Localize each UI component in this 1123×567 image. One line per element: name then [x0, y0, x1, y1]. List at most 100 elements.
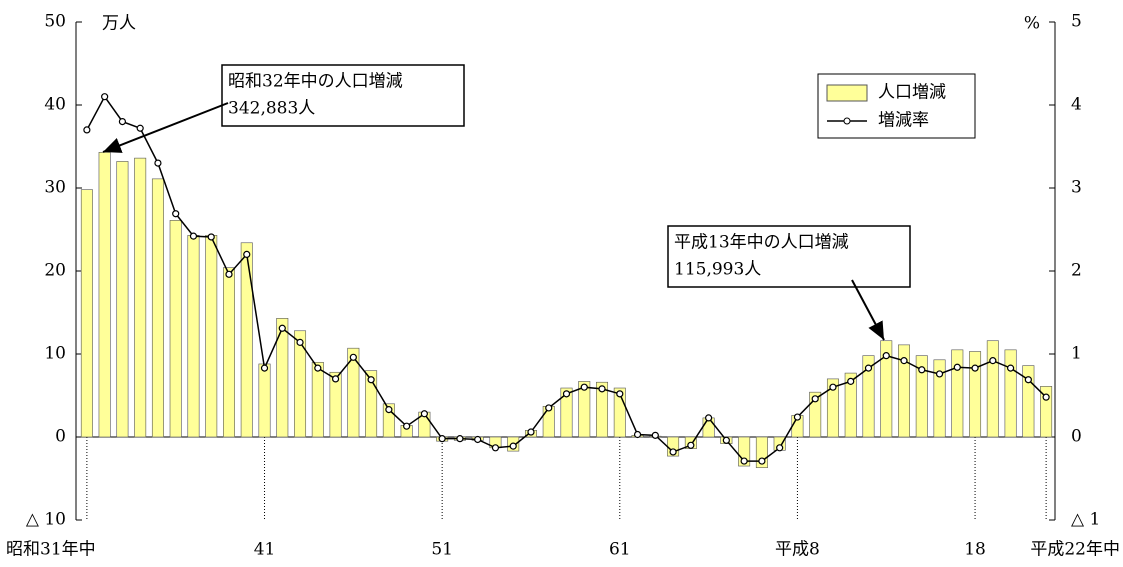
annotation-text: 115,993人	[674, 260, 761, 280]
line-marker	[918, 366, 926, 374]
line-marker	[207, 233, 215, 241]
bar	[347, 347, 360, 438]
bar	[915, 355, 928, 438]
line-marker	[545, 404, 553, 412]
legend-label: 人口増減	[878, 83, 946, 103]
bar	[205, 235, 218, 438]
x-tick-label: 18	[964, 540, 986, 560]
line-marker	[189, 232, 198, 240]
line-marker	[296, 338, 304, 346]
x-tick-label: 61	[609, 540, 631, 560]
line-marker	[616, 390, 624, 398]
line-marker	[562, 390, 571, 398]
line-marker	[136, 124, 144, 132]
y2-tick-label: 5	[1071, 12, 1082, 32]
bar	[382, 403, 395, 438]
line-marker	[740, 457, 748, 465]
x-tick-label: 昭和31年中	[6, 540, 96, 560]
y2-unit: %	[1024, 14, 1040, 34]
bar	[596, 381, 609, 438]
line-marker	[420, 410, 428, 418]
y2-tick-label: 1	[1071, 344, 1082, 364]
annotation-text: 昭和32年中の人口増減	[228, 72, 403, 92]
line-marker	[385, 406, 393, 414]
line-marker	[438, 435, 446, 443]
bar	[898, 344, 910, 438]
annotation-text: 342,883人	[228, 99, 315, 119]
line-marker	[1024, 376, 1032, 384]
line-marker	[243, 250, 251, 258]
line-marker	[225, 270, 233, 278]
line-marker	[811, 395, 819, 403]
bar	[862, 355, 875, 438]
y-tick-label: 50	[44, 12, 66, 32]
line-marker	[758, 457, 766, 465]
line-marker	[847, 377, 855, 385]
y-tick-label: 30	[44, 178, 66, 198]
line-marker	[971, 364, 979, 372]
bar	[1040, 386, 1053, 438]
line-marker	[633, 430, 642, 439]
line-marker	[349, 353, 357, 361]
line-marker	[83, 126, 91, 134]
line-marker	[474, 435, 482, 444]
legend-marker	[843, 117, 851, 125]
line-marker	[864, 364, 873, 372]
bar	[223, 267, 235, 438]
line-marker	[1042, 393, 1050, 401]
line-marker	[118, 117, 127, 126]
y2-tick-label: 0	[1071, 427, 1082, 447]
legend-label: 増減率	[878, 111, 929, 131]
line-marker	[278, 324, 286, 332]
y-tick-label: △ 10	[26, 510, 66, 530]
bar	[116, 161, 129, 438]
annotation-text: 平成13年中の人口増減	[674, 233, 849, 253]
bar	[755, 436, 768, 469]
line-marker	[314, 364, 322, 372]
line-marker	[331, 375, 340, 383]
bar	[80, 189, 93, 438]
legend-swatch	[826, 84, 868, 102]
bar	[134, 157, 147, 438]
line-marker	[989, 357, 997, 365]
bar	[151, 178, 164, 438]
bar	[933, 359, 946, 438]
x-tick-label: 平成8	[775, 540, 820, 560]
y-tick-label: 10	[44, 344, 66, 364]
line-marker	[705, 414, 713, 422]
line-marker	[953, 363, 961, 371]
line-marker	[403, 422, 411, 430]
line-marker	[1006, 364, 1015, 372]
bar	[560, 387, 573, 438]
bar	[276, 318, 289, 438]
x-tick-label: 51	[431, 540, 453, 560]
line-marker	[882, 352, 890, 360]
bar	[1022, 365, 1035, 438]
bar	[969, 351, 982, 438]
line-marker	[580, 383, 588, 391]
bar	[294, 330, 307, 438]
y-tick-label: 0	[55, 427, 66, 447]
line-marker	[598, 385, 606, 393]
bar	[613, 387, 626, 438]
bar	[578, 381, 591, 438]
y-tick-label: 20	[44, 261, 66, 281]
bar	[951, 349, 964, 438]
line-marker	[935, 370, 944, 378]
line-marker	[491, 444, 500, 452]
line-marker	[793, 413, 802, 421]
y2-tick-label: 3	[1071, 178, 1082, 198]
bar	[738, 436, 751, 467]
line-marker	[527, 428, 535, 436]
line-marker	[722, 436, 730, 444]
bar	[311, 361, 324, 438]
bar	[986, 340, 999, 438]
annotation-arrow	[851, 279, 885, 341]
bar	[169, 220, 182, 438]
annotation-box	[667, 225, 911, 288]
line-marker	[509, 442, 517, 450]
bar	[240, 242, 253, 438]
line-marker	[154, 159, 162, 167]
bar	[1004, 349, 1017, 438]
line-marker	[367, 376, 375, 384]
